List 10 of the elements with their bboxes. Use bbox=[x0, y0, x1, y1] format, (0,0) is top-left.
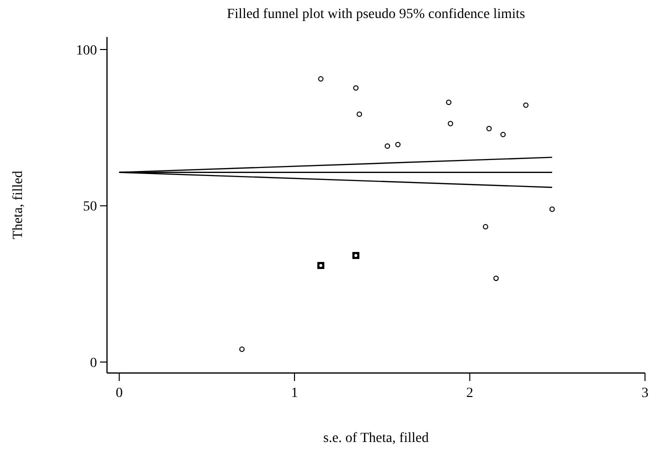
chart-title: Filled funnel plot with pseudo 95% confidence limits bbox=[226, 7, 526, 22]
x-tick-label: 0 bbox=[116, 386, 123, 401]
y-tick-label: 50 bbox=[83, 200, 97, 215]
y-tick-label: 100 bbox=[76, 43, 97, 58]
x-axis-title: s.e. of Theta, filled bbox=[323, 431, 429, 446]
y-axis-title: Theta, filled bbox=[11, 170, 26, 240]
x-tick-label: 2 bbox=[466, 386, 474, 401]
y-tick-label: 0 bbox=[90, 356, 97, 371]
x-tick-label: 3 bbox=[642, 386, 648, 401]
x-tick-label: 1 bbox=[291, 386, 298, 401]
